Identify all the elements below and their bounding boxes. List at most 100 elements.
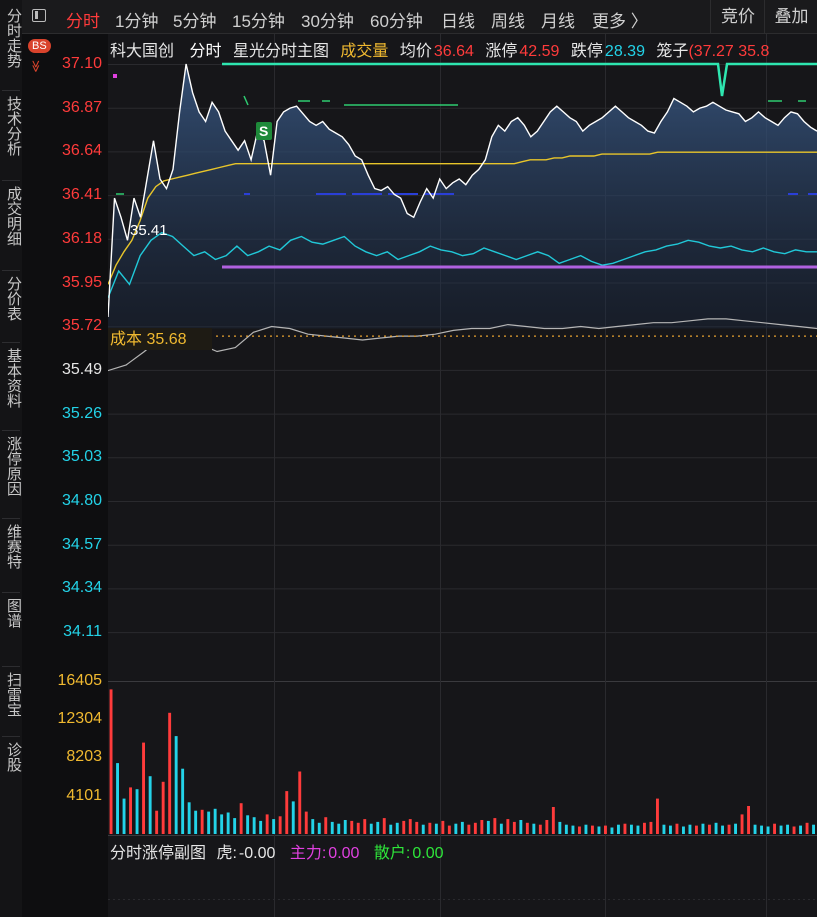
volume-bar	[499, 823, 503, 834]
cost-label: 成本 35.68	[110, 330, 187, 348]
left-tab-5[interactable]: 涨停原因	[5, 436, 22, 496]
left-tab-6[interactable]: 维赛特	[5, 524, 22, 569]
sub-chart-caption: 分时涨停副图 虎: -0.00 主力: 0.00 散户: 0.00	[110, 839, 449, 863]
left-tab-8[interactable]: 扫雷宝	[5, 672, 22, 717]
period-tab-1[interactable]: 1分钟	[115, 12, 159, 31]
bs-badge[interactable]: BS	[28, 39, 51, 53]
price-area-fill	[108, 64, 817, 329]
magenta-marker	[113, 74, 117, 78]
left-tab-divider	[2, 430, 20, 431]
volume-bar	[812, 824, 815, 834]
volume-bar	[512, 821, 516, 834]
left-tab-9[interactable]: 诊股	[5, 742, 22, 772]
overlay-button[interactable]: 叠加	[764, 0, 817, 33]
cage-label: 笼子	[656, 43, 689, 60]
volume-bar	[129, 787, 132, 834]
left-tab-1[interactable]: 技术分析	[5, 96, 22, 156]
volume-bar	[786, 824, 789, 834]
chart-info-line: 科大国创 分时 星光分时主图 成交量 均价 36.64 涨停 42.59 跌停 28.…	[110, 37, 776, 61]
volume-bar	[304, 811, 308, 834]
volume-bar	[226, 812, 230, 834]
volume-bar	[734, 823, 737, 834]
limit-up-label: 涨停	[485, 43, 518, 60]
price-tick-label: 35.03	[61, 448, 102, 466]
volume-bar	[792, 826, 796, 834]
volume-bar	[402, 820, 406, 834]
volume-bar	[682, 826, 685, 834]
volume-bar	[363, 819, 367, 834]
volume-bar	[564, 824, 568, 834]
volume-bar	[617, 824, 620, 834]
volume-bar	[747, 806, 750, 834]
volume-bar	[161, 781, 165, 834]
indicator-name[interactable]: 星光分时主图	[232, 43, 329, 60]
period-tab-7[interactable]: 周线	[491, 12, 525, 31]
price-tick-label: 36.18	[61, 229, 102, 247]
period-tab-0[interactable]: 分时	[66, 12, 100, 31]
period-tab-8[interactable]: 月线	[541, 12, 575, 31]
left-tab-divider	[2, 666, 20, 667]
volume-bar	[760, 825, 763, 834]
volume-bar	[578, 826, 581, 834]
volume-bar	[727, 824, 731, 834]
volume-bar	[545, 820, 549, 834]
volume-bar	[408, 819, 412, 834]
period-tab-5[interactable]: 60分钟	[370, 12, 423, 31]
period-tab-4[interactable]: 30分钟	[301, 12, 354, 31]
volume-bar	[330, 821, 334, 834]
panel-toggle-icon[interactable]	[32, 9, 46, 22]
volume-bar	[538, 824, 542, 834]
period-tab-2[interactable]: 5分钟	[173, 12, 217, 31]
price-tick-label: 36.64	[61, 142, 102, 160]
volume-bar	[343, 820, 347, 834]
sub-chart-title[interactable]: 分时涨停副图	[110, 845, 207, 862]
volume-bar	[252, 817, 256, 834]
auction-button[interactable]: 竞价	[710, 0, 765, 33]
tiger-value: -0.00	[238, 845, 276, 862]
volume-bar	[473, 822, 477, 834]
volume-bar	[591, 825, 594, 834]
volume-bar	[447, 825, 451, 834]
volume-bar	[669, 825, 672, 834]
volume-bar	[480, 820, 484, 834]
left-tab-3[interactable]: 分价表	[5, 276, 22, 321]
volume-bar	[376, 821, 380, 834]
retail-value: 0.00	[412, 845, 444, 862]
left-tab-7[interactable]: 图谱	[5, 598, 22, 628]
volume-bar	[421, 824, 425, 834]
volume-bar	[708, 824, 711, 834]
left-tab-4[interactable]: 基本资料	[5, 348, 22, 408]
volume-bar	[369, 823, 373, 834]
volume-bar	[356, 822, 360, 834]
volume-bar	[207, 811, 211, 834]
left-tab-2[interactable]: 成交明细	[5, 186, 22, 246]
volume-bar	[135, 789, 139, 834]
period-tab-3[interactable]: 15分钟	[232, 12, 285, 31]
stock-name: 科大国创	[110, 43, 175, 60]
volume-bar	[779, 825, 783, 834]
volume-bar	[233, 818, 237, 834]
chevron-down-icon[interactable]: ≫	[29, 60, 43, 73]
left-tab-0[interactable]: 分时走势	[5, 8, 22, 68]
green-cage-line	[222, 62, 817, 97]
volume-bar	[278, 816, 282, 834]
retail-label: 散户:	[373, 845, 411, 862]
volume-bar	[623, 823, 627, 834]
left-tab-divider	[2, 180, 20, 181]
view-label: 分时	[189, 43, 222, 60]
period-tab-6[interactable]: 日线	[441, 12, 475, 31]
volume-bar	[519, 820, 523, 834]
cost-curve-line	[108, 318, 817, 372]
volume-label[interactable]: 成交量	[340, 43, 389, 60]
volume-bar	[194, 810, 198, 834]
volume-bar	[649, 821, 653, 834]
volume-bar	[337, 823, 341, 834]
left-tab-divider	[2, 342, 20, 343]
volume-bar	[265, 814, 269, 834]
limit-down-label: 跌停	[570, 43, 603, 60]
price-tick-label: 35.95	[61, 273, 102, 291]
period-tab-9[interactable]: 更多 〉	[592, 12, 648, 31]
price-tick-label: 37.10	[61, 55, 102, 72]
volume-bar	[630, 824, 633, 834]
